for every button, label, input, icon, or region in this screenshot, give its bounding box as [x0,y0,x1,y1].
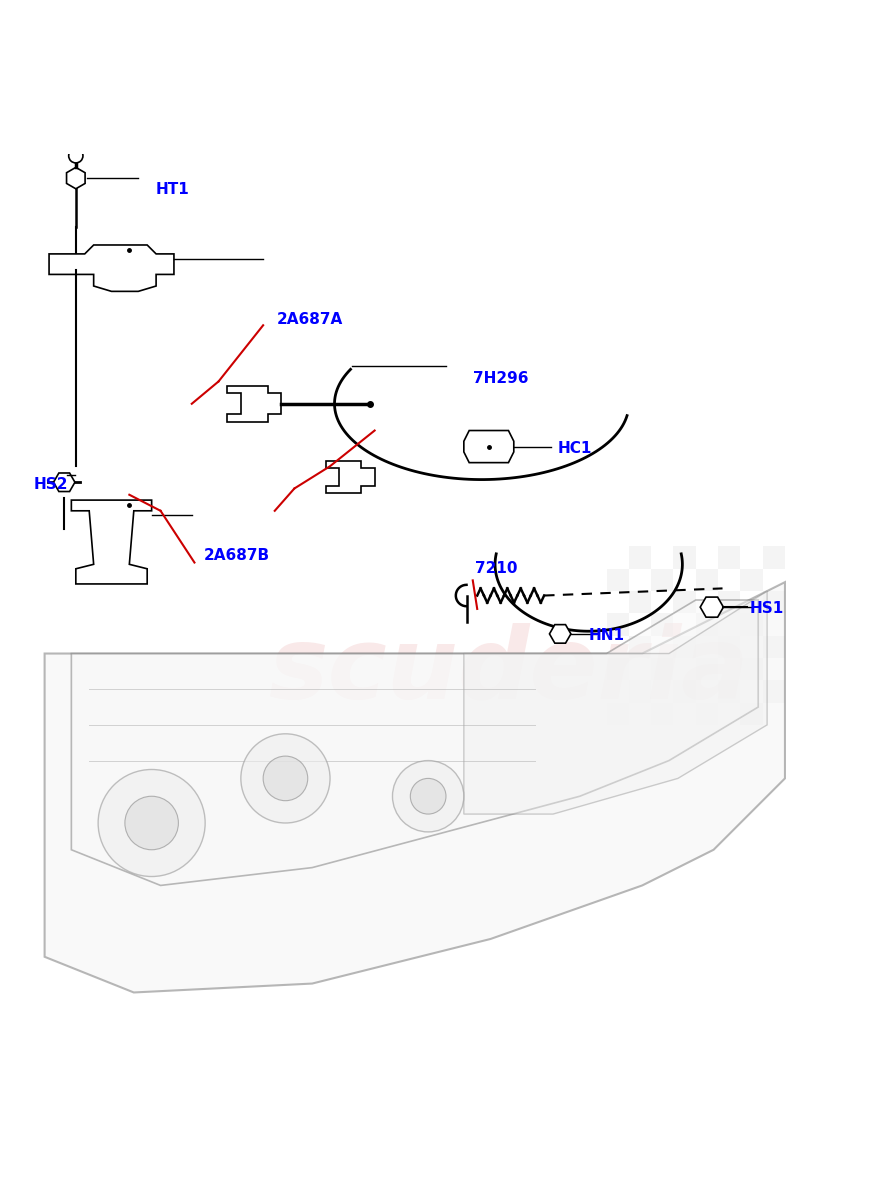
Bar [651,658,673,680]
Text: HS1: HS1 [749,601,783,617]
Bar [673,592,696,613]
Bar [696,702,718,725]
Circle shape [125,797,178,850]
Bar [673,636,696,658]
Polygon shape [700,598,723,617]
Text: HC1: HC1 [558,440,592,456]
Text: scuderia: scuderia [268,623,748,720]
Bar [673,546,696,569]
Polygon shape [67,167,85,188]
Polygon shape [464,431,514,463]
Bar [740,658,763,680]
Bar [629,592,651,613]
Text: 7210: 7210 [475,562,517,576]
Bar [651,613,673,636]
Polygon shape [54,473,75,492]
Polygon shape [45,582,785,992]
Bar [651,569,673,592]
Circle shape [241,733,330,823]
Bar [629,636,651,658]
Bar [696,658,718,680]
Bar [607,613,629,636]
Bar [718,680,740,702]
Text: 2A687B: 2A687B [203,548,269,563]
Bar [763,592,785,613]
Bar [696,613,718,636]
Bar [629,546,651,569]
Bar [763,680,785,702]
Bar [740,569,763,592]
Bar [740,702,763,725]
Bar [607,658,629,680]
Bar [718,636,740,658]
Text: 7H296: 7H296 [473,371,528,386]
Circle shape [69,149,83,163]
Text: 2A687A: 2A687A [277,312,343,326]
Bar [607,569,629,592]
Bar [718,546,740,569]
Text: HT1: HT1 [156,182,190,197]
Text: HN1: HN1 [589,628,624,643]
Circle shape [392,761,464,832]
Bar [740,613,763,636]
Bar [696,569,718,592]
Circle shape [98,769,205,876]
Bar [673,680,696,702]
Circle shape [410,779,446,814]
Circle shape [263,756,308,800]
Polygon shape [71,500,152,584]
Text: HS2: HS2 [34,476,69,492]
Polygon shape [464,592,767,814]
Bar [651,702,673,725]
Polygon shape [227,386,281,421]
Bar [763,546,785,569]
Bar [763,636,785,658]
Polygon shape [549,625,571,643]
Bar [629,680,651,702]
Polygon shape [49,245,174,292]
Polygon shape [71,600,758,886]
Bar [718,592,740,613]
Polygon shape [326,461,375,493]
Bar [607,702,629,725]
